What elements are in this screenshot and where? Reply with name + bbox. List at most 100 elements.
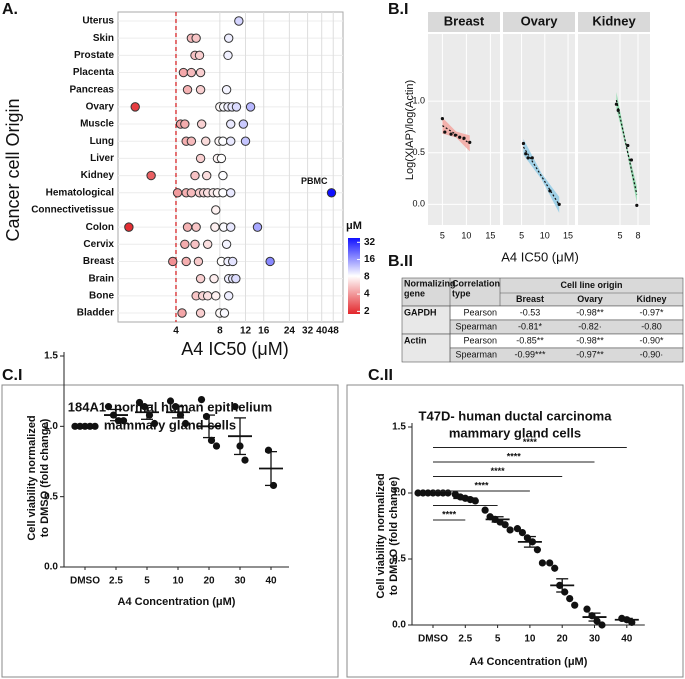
colorbar-tick-label: 32 [364,237,376,248]
data-point [190,170,200,181]
x-axis-label: A4 Concentration (μM) [469,656,587,668]
data-point [221,85,232,95]
facet-panel [503,34,575,225]
data-point [506,526,514,534]
data-point [449,132,453,136]
data-point [218,170,228,181]
y-tick-label: Bladder [77,308,114,319]
panel-label: C.II [368,367,393,384]
data-point [209,273,219,284]
data-point [264,446,273,454]
y-tick-label: 0.5 [44,491,58,502]
x-axis-label: A4 IC50 (μM) [181,339,288,359]
facet-header [503,12,575,32]
data-point [176,411,185,419]
x-tick-label: 48 [328,326,340,337]
x-tick-label: 10 [524,634,536,645]
significance-label: **** [491,466,506,476]
x-tick-label: 5 [617,230,622,240]
data-point [86,422,94,430]
data-point [523,534,532,542]
x-tick-label: DMSO [70,576,100,587]
data-point [171,403,180,411]
colorbar-tick-label: 2 [364,306,370,317]
x-tick-label: 10 [172,576,184,587]
data-point [202,239,213,249]
x-tick-label: 8 [635,230,640,240]
facet-header [578,12,650,32]
table-header-text: Cell line origin [560,280,622,290]
x-tick-label: 5 [495,634,501,645]
data-point [501,521,509,529]
table-cell: Spearman [455,321,497,331]
data-point [571,601,579,609]
y-tick-label: 1.0 [392,488,406,499]
data-point [223,50,233,61]
data-point [614,102,619,106]
x-tick-label: 40 [316,326,328,337]
table-cell: -0.90* [639,335,664,345]
data-point [193,256,204,267]
data-point [168,256,178,267]
table-group [401,333,451,363]
data-point [180,119,190,129]
data-point [218,188,228,198]
data-point [207,436,216,444]
data-point [191,222,201,232]
fit-line [522,146,560,206]
y-tick-label: 0.0 [412,199,425,209]
chart-title: 184A1- normal human epithelium [68,399,272,414]
y-tick-label: 1.5 [392,422,406,433]
annotation: PBMC [301,176,328,186]
data-point [234,16,244,26]
data-point [326,188,337,198]
data-point [216,153,227,164]
significance-label: **** [442,509,457,519]
table-cell: Pearson [463,307,497,317]
data-point [210,222,220,232]
colorbar-title: μM [346,220,362,232]
data-point [130,102,140,112]
x-tick-label: 40 [265,576,277,587]
data-point [81,422,89,430]
y-tick-label: Prostate [74,50,114,61]
data-point [626,143,630,148]
x-tick-label: 24 [284,326,296,337]
data-point [186,136,197,146]
x-tick-label: 2.5 [458,634,472,645]
data-point [195,153,206,164]
data-point [453,133,457,137]
data-point [166,397,175,405]
data-point [444,489,452,497]
colorbar [348,238,360,314]
data-point [178,67,189,78]
colorbar-tick-label: 16 [364,254,376,265]
panel-label: A. [2,1,18,18]
x-tick-label: 5 [144,576,150,587]
table-cell: -0.81* [518,321,543,331]
chart-title: mammary gland cells [104,417,236,432]
y-axis-label: Cell viability normalized [26,415,38,540]
data-point [195,308,206,318]
data-point [146,170,156,181]
data-point [195,85,206,95]
data-point [104,403,113,411]
x-tick-label: 20 [203,576,215,587]
y-tick-label: 0.5 [392,554,406,565]
data-point [628,618,636,626]
y-tick-label: 0.5 [412,147,425,157]
data-point [218,136,228,146]
data-point [521,141,526,146]
data-point [236,442,244,450]
facet-title: Kidney [592,13,636,28]
data-point [76,422,84,430]
x-tick-label: 8 [217,326,223,337]
data-point [629,158,634,162]
fit-line [615,100,638,195]
panel-frame [346,384,684,678]
y-axis-label: to DMSO (fold change) [388,476,400,595]
y-tick-label: Skin [93,33,114,44]
significance-label: **** [458,495,473,505]
x-tick-label: 15 [563,230,573,240]
x-axis-label: A4 Concentration (μM) [118,596,236,608]
